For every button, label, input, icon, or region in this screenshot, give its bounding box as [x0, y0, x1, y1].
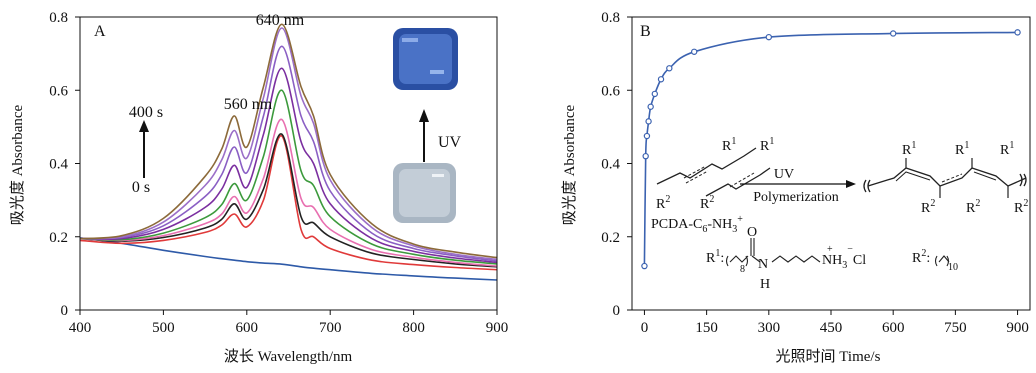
polymerization-scheme: R1 R1 R2 R2 PCDA-C6-NH3+ UV Polymerizati… — [651, 136, 1028, 292]
y-tick-label: 0.4 — [49, 157, 68, 173]
series-line-3 — [79, 118, 498, 267]
svg-text:O: O — [747, 225, 757, 240]
svg-text:R1: R1 — [1000, 140, 1014, 158]
y-tick-label: 0.6 — [49, 83, 68, 99]
uv-label: UV — [438, 134, 462, 151]
panel-b-y-label: 吸光度 Absorbance — [561, 104, 578, 225]
peak-640-label: 640 nm — [256, 12, 305, 29]
svg-text:R1: R1 — [722, 136, 736, 154]
series-line-1 — [79, 135, 498, 271]
blue-film-photo — [393, 28, 458, 90]
svg-text:R2: R2 — [921, 198, 935, 216]
clear-film-photo — [393, 163, 456, 223]
panel-b-y-ticks: 0 0.2 0.4 0.6 0.8 — [601, 10, 632, 319]
arrow-bottom-label: Polymerization — [753, 190, 839, 205]
monomer-chain-1 — [656, 147, 757, 185]
svg-text:8: 8 — [740, 264, 745, 275]
svg-text:N: N — [758, 257, 768, 272]
data-point — [889, 30, 897, 37]
svg-text:R2: R2 — [656, 194, 670, 212]
x-tick-label: 150 — [695, 320, 718, 336]
monomer-chain-2 — [705, 167, 771, 197]
data-point — [690, 48, 698, 55]
svg-text:R2: R2 — [700, 194, 714, 212]
peak-560-label: 560 nm — [224, 96, 273, 113]
x-tick-label: 900 — [1006, 320, 1029, 336]
arrow-top-label: UV — [774, 167, 794, 182]
series-line-4 — [79, 89, 498, 265]
x-tick-label: 900 — [486, 320, 509, 336]
svg-text:R2: R2 — [1014, 198, 1028, 216]
panel-a-series — [79, 23, 498, 281]
y-tick-label: 0 — [613, 303, 621, 319]
data-point — [1014, 29, 1021, 36]
panel-b-x-ticks: 0 150 300 450 600 750 900 — [641, 310, 1029, 336]
series-line-5 — [79, 67, 498, 264]
series-line-2 — [79, 133, 498, 268]
data-point — [645, 118, 652, 125]
y-tick-label: 0.8 — [49, 10, 68, 26]
x-tick-label: 750 — [944, 320, 967, 336]
panel-b: 0 150 300 450 600 750 900 0 0.2 0.4 0.6 0.8 B 光照时间… — [561, 10, 1031, 365]
data-point — [765, 33, 773, 41]
data-point — [643, 132, 651, 140]
svg-text:H: H — [760, 277, 770, 292]
x-tick-label: 700 — [319, 320, 342, 336]
svg-text:R1: R1 — [955, 140, 969, 158]
series-line-6 — [79, 45, 498, 262]
data-point — [666, 65, 673, 72]
panel-b-letter: B — [640, 23, 651, 40]
series-line-8 — [79, 23, 498, 259]
svg-text:R1: R1 — [760, 136, 774, 154]
panel-a-letter: A — [94, 23, 106, 40]
x-tick-label: 800 — [402, 320, 425, 336]
panel-a-x-ticks: 400 500 600 700 800 900 — [69, 310, 509, 336]
panel-a: 400 500 600 700 800 900 0 0.2 0.4 0.6 0.8 A 波长 Wa… — [9, 10, 508, 365]
time-top-label: 400 s — [129, 104, 163, 121]
polymer-structure: R1 R1 R1 R2 R2 R2 — [863, 140, 1028, 216]
panel-b-x-label: 光照时间 Time/s — [776, 348, 881, 365]
data-point — [641, 262, 648, 270]
time-arrow-head — [139, 120, 149, 132]
monomer-label: PCDA-C6-NH3+ — [651, 214, 743, 235]
data-point — [642, 152, 649, 160]
r2-definition: R2: 10 — [912, 248, 958, 273]
x-tick-label: 450 — [820, 320, 843, 336]
r1-definition: R1: 8 O N H + NH3−Cl — [706, 225, 866, 292]
x-tick-label: 400 — [69, 320, 92, 336]
svg-text:10: 10 — [948, 262, 958, 273]
x-tick-label: 600 — [236, 320, 259, 336]
y-tick-label: 0.6 — [601, 83, 620, 99]
svg-text:R1:: R1: — [706, 248, 724, 266]
series-line-7 — [79, 27, 498, 261]
svg-text:R1: R1 — [902, 140, 916, 158]
x-tick-label: 0 — [641, 320, 649, 336]
y-tick-label: 0.4 — [601, 157, 620, 173]
y-tick-label: 0.2 — [601, 230, 620, 246]
series-line-0 — [79, 237, 498, 281]
panel-b-series — [641, 29, 1021, 270]
panel-a-y-ticks: 0 0.2 0.4 0.6 0.8 — [49, 10, 80, 319]
panel-a-x-label: 波长 Wavelength/nm — [224, 348, 353, 365]
panel-a-y-label: 吸光度 Absorbance — [9, 104, 26, 225]
data-point — [651, 90, 659, 98]
data-point — [657, 76, 665, 83]
x-tick-label: 500 — [152, 320, 175, 336]
time-bottom-label: 0 s — [132, 179, 150, 196]
y-tick-label: 0 — [61, 303, 69, 319]
svg-text:R2:: R2: — [912, 248, 930, 266]
uv-arrow-head — [419, 109, 429, 122]
svg-text:R2: R2 — [966, 198, 980, 216]
x-tick-label: 300 — [758, 320, 781, 336]
x-tick-label: 600 — [882, 320, 905, 336]
svg-text:+NH3−Cl: + NH3−Cl — [822, 244, 866, 271]
data-point — [647, 103, 654, 110]
y-tick-label: 0.8 — [601, 10, 620, 26]
y-tick-label: 0.2 — [49, 230, 68, 246]
